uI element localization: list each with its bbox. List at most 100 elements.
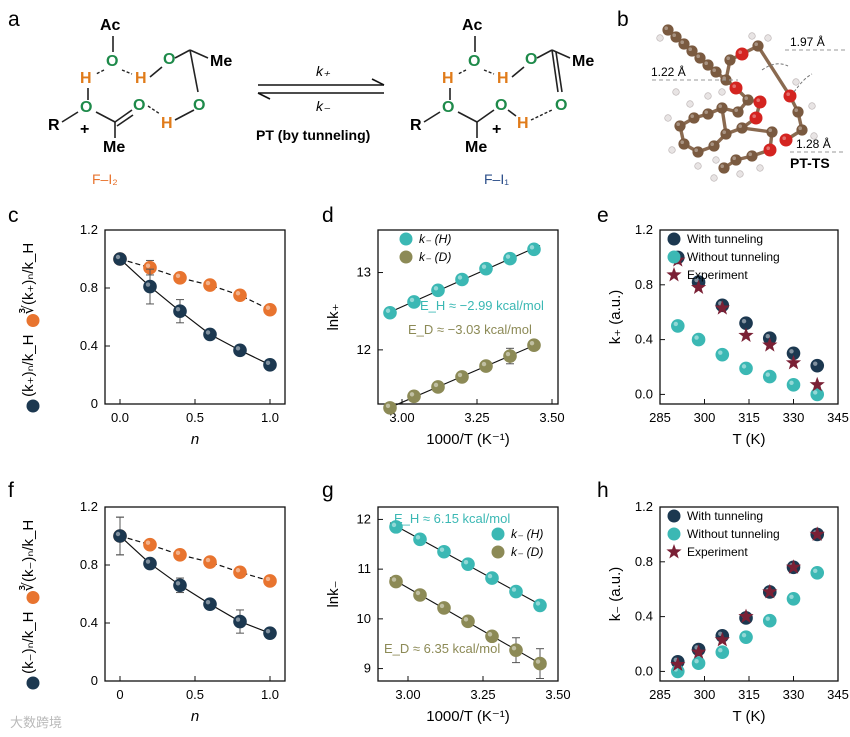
y-axis-label-bottom: (k₊)ₙ/k_H — [20, 335, 37, 397]
scheme-right: Ac O H H O Me O O R O + Me H F–I₁ — [410, 17, 594, 187]
x-tick-label: 285 — [649, 687, 671, 702]
data-point-highlight — [718, 648, 723, 653]
plot-frame — [377, 229, 559, 405]
panel-label-f: f — [8, 479, 14, 502]
atom-highlight — [712, 68, 716, 72]
hydrogen-atom — [694, 162, 702, 170]
data-point-highlight — [439, 547, 445, 552]
fit-line — [119, 535, 271, 634]
data-point-cube-root — [263, 574, 277, 588]
y-axis-label-top: ∛(k₋)ₙ/k_H — [19, 520, 37, 592]
x-axis-label: n — [191, 431, 199, 448]
atom-highlight — [704, 110, 708, 114]
data-point-h — [383, 305, 397, 320]
legend-label: With tunneling — [687, 232, 763, 246]
data-point-highlight — [481, 264, 487, 269]
x-tick-label: 345 — [827, 687, 849, 702]
data-point-without-tunneling — [762, 613, 777, 628]
data-point-without-tunneling — [810, 565, 825, 580]
legend-marker — [666, 544, 682, 559]
data-point-highlight — [741, 318, 747, 324]
left-o2: O — [163, 51, 175, 68]
carbon-atom — [710, 66, 722, 78]
oxygen-atom — [753, 95, 767, 109]
x-tick-label: 285 — [649, 410, 671, 425]
right-o1: O — [468, 53, 480, 70]
x-tick-label: 3.25 — [470, 687, 495, 702]
legend-marker — [666, 267, 682, 282]
x-tick-label: 3.50 — [545, 687, 570, 702]
data-point-highlight — [175, 581, 181, 586]
data-point-highlight — [741, 364, 747, 369]
fit-line — [119, 535, 271, 582]
y-tick-label: 1.2 — [80, 222, 98, 237]
data-point-highlight — [265, 576, 271, 582]
oxygen-atom — [729, 81, 743, 95]
chart-d: 3.00 3.25 3.50 12 13 1000/T (K⁻¹) lnk₊ k₋ (H) k₋… — [325, 229, 565, 448]
hydrogen-atom — [710, 174, 718, 182]
data-point-cube-root — [263, 302, 277, 317]
hydrogen-atom — [712, 156, 720, 164]
data-point-highlight — [505, 351, 511, 357]
data-point-highlight — [385, 403, 391, 409]
x-tick-label: 300 — [694, 410, 716, 425]
data-point-highlight — [741, 632, 747, 638]
y-axis-label: k₋ (a.u.) — [607, 567, 624, 622]
right-o3: O — [555, 97, 567, 114]
y-tick-label: 10 — [357, 611, 371, 626]
data-point-highlight — [789, 349, 794, 354]
chart-g: 3.00 3.25 3.50 9 10 11 12 1000/T (K⁻¹) lnk₋ k₋ (H… — [325, 506, 571, 725]
hydrogen-atom — [810, 132, 818, 140]
x-tick-label: 330 — [783, 687, 805, 702]
data-point-highlight — [535, 601, 541, 606]
data-point-ratio — [263, 626, 277, 640]
data-point-highlight — [694, 658, 699, 664]
x-tick-label: 315 — [738, 410, 760, 425]
x-axis-label: 1000/T (K⁻¹) — [426, 431, 510, 448]
left-o5: O — [133, 97, 145, 114]
y-label-marker-orange — [26, 590, 40, 604]
fit-line — [119, 258, 271, 366]
legend-label: Without tunneling — [687, 527, 780, 541]
data-point-highlight — [235, 568, 241, 573]
data-point-without-tunneling — [786, 378, 801, 392]
atom-highlight — [738, 124, 742, 128]
hydrogen-atom — [672, 88, 680, 96]
data-point-highlight — [115, 254, 121, 260]
y-tick-label: 9 — [364, 661, 371, 676]
data-point-ratio — [173, 304, 187, 319]
legend-label: Experiment — [687, 545, 748, 559]
data-point-highlight — [765, 372, 770, 377]
atom-highlight — [722, 76, 726, 80]
left-ac: Ac — [100, 17, 121, 34]
carbon-atom — [688, 112, 700, 124]
left-h2: H — [135, 70, 147, 87]
y-tick-label: 0.8 — [80, 280, 98, 295]
left-h1: H — [80, 70, 92, 87]
atom-highlight — [696, 54, 700, 58]
data-point-highlight — [487, 573, 493, 579]
chart-e: 285 300 315 330 345 0.0 0.4 0.8 1.2 T (K) k₊ (a.u.… — [607, 222, 849, 448]
right-r: R — [410, 117, 422, 134]
data-point-d — [437, 601, 451, 615]
panel-label-d: d — [322, 204, 334, 227]
data-point-d — [431, 380, 445, 394]
y-tick-label: 13 — [357, 265, 371, 280]
data-point-highlight — [175, 550, 181, 556]
data-point-d — [527, 338, 541, 353]
right-o4: O — [442, 99, 454, 116]
bond — [756, 45, 792, 97]
legend-marker — [491, 545, 505, 559]
hydrogen-atom — [792, 78, 800, 86]
fit-line — [119, 258, 271, 311]
legend-label: k₋ (D) — [511, 545, 543, 559]
data-point-ratio — [233, 343, 247, 358]
data-point-highlight — [235, 291, 241, 296]
data-point-d — [455, 370, 469, 384]
data-point-d — [461, 614, 475, 629]
y-tick-label: 0.4 — [80, 615, 98, 630]
data-point-ratio — [113, 529, 127, 543]
data-point-highlight — [115, 531, 121, 537]
left-me-top: Me — [210, 53, 232, 70]
